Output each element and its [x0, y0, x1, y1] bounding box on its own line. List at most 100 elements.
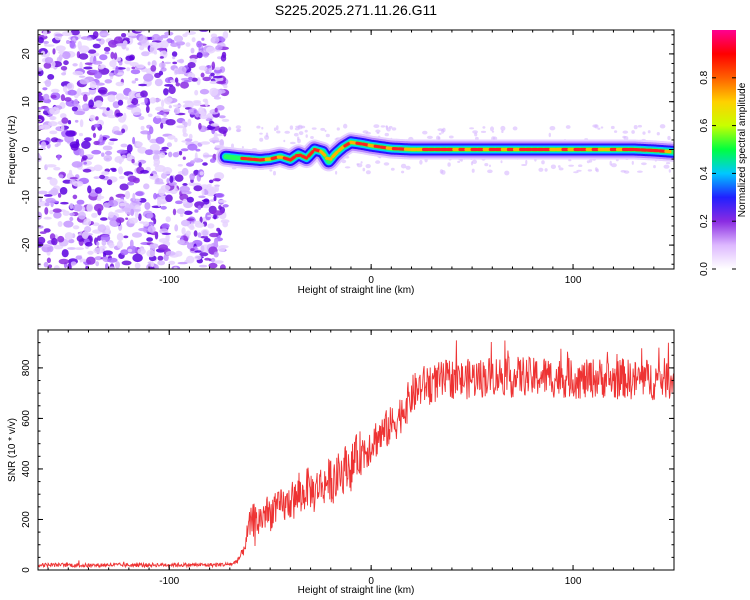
noise-blob: [115, 217, 125, 224]
noise-speck: [289, 141, 296, 145]
noise-blob: [125, 55, 134, 61]
noise-blob: [107, 257, 118, 263]
noise-blob: [138, 227, 148, 232]
noise-blob: [210, 257, 216, 263]
noise-blob: [165, 216, 171, 223]
noise-blob: [187, 62, 196, 69]
noise-speck: [557, 165, 561, 168]
noise-blob: [190, 47, 195, 54]
noise-blob: [72, 225, 80, 230]
noise-blob: [40, 141, 47, 149]
noise-speck: [310, 136, 314, 139]
noise-blob: [115, 193, 126, 198]
noise-speck: [365, 170, 371, 175]
noise-blob: [127, 98, 132, 106]
noise-blob: [105, 150, 112, 156]
noise-speck: [544, 168, 548, 172]
noise-blob: [43, 93, 50, 101]
noise-blob: [78, 211, 86, 220]
noise-blob: [194, 255, 202, 261]
noise-blob: [97, 65, 105, 70]
noise-blob: [205, 46, 216, 54]
noise-blob: [73, 110, 85, 116]
noise-blob: [202, 154, 214, 158]
noise-speck: [653, 165, 656, 169]
noise-blob: [208, 258, 212, 262]
noise-blob: [147, 225, 156, 233]
noise-blob: [177, 239, 186, 245]
noise-speck: [512, 126, 518, 131]
noise-blob: [124, 190, 131, 200]
noise-blob: [99, 174, 106, 180]
ridge-peak: [367, 143, 375, 148]
noise-blob: [76, 199, 85, 205]
noise-speck: [320, 127, 326, 131]
noise-blob: [126, 153, 133, 161]
noise-blob: [57, 192, 62, 198]
noise-blob: [38, 37, 44, 44]
noise-blob: [125, 217, 129, 220]
noise-blob: [117, 99, 124, 106]
noise-blob: [103, 46, 111, 52]
noise-blob: [57, 139, 64, 143]
noise-blob: [215, 45, 223, 51]
noise-blob: [81, 155, 88, 161]
snr-ticks: -100 0 100 0 200 400 600 800: [21, 329, 675, 587]
noise-blob: [202, 51, 209, 58]
noise-blob: [114, 198, 125, 202]
noise-blob: [93, 140, 100, 146]
noise-blob: [202, 230, 209, 237]
noise-blob: [187, 143, 198, 151]
noise-blob: [150, 261, 155, 268]
spectrogram-ytick-label: 0: [21, 146, 32, 152]
noise-blob: [47, 264, 53, 269]
noise-blob: [168, 105, 172, 109]
noise-blob: [38, 92, 43, 97]
noise-blob: [121, 128, 126, 134]
noise-blob: [123, 96, 129, 100]
noise-speck: [558, 167, 564, 171]
noise-blob: [157, 260, 166, 266]
noise-blob: [150, 173, 154, 177]
noise-blob: [44, 79, 52, 87]
noise-speck: [375, 129, 381, 133]
noise-blob: [120, 143, 128, 148]
noise-speck: [641, 162, 647, 166]
noise-blob: [221, 118, 230, 122]
noise-blob: [146, 213, 153, 219]
noise-speck: [273, 127, 277, 131]
noise-blob: [59, 174, 64, 179]
noise-blob: [132, 136, 136, 145]
noise-blob: [72, 71, 84, 76]
noise-blob: [175, 82, 181, 87]
noise-blob: [43, 228, 51, 233]
noise-blob: [159, 56, 164, 59]
snr-ytick-label: 600: [21, 410, 32, 427]
noise-blob: [212, 210, 224, 216]
noise-blob: [99, 134, 103, 143]
noise-speck: [304, 129, 308, 133]
noise-blob: [210, 123, 219, 127]
noise-blob: [106, 107, 110, 111]
noise-speck: [647, 130, 651, 134]
noise-blob: [165, 251, 176, 256]
noise-speck: [469, 127, 474, 130]
noise-blob: [94, 71, 103, 79]
noise-speck: [631, 160, 634, 165]
noise-blob: [89, 69, 99, 73]
noise-blob: [102, 145, 113, 151]
noise-speck: [391, 127, 397, 131]
noise-blob: [156, 111, 166, 115]
noise-blob: [199, 252, 209, 257]
noise-blob: [144, 202, 151, 210]
noise-speck: [489, 164, 491, 168]
noise-blob: [111, 168, 117, 172]
noise-blob: [80, 91, 91, 97]
noise-blob: [62, 85, 68, 93]
noise-blob: [38, 190, 48, 195]
noise-speck: [448, 135, 454, 139]
noise-blob: [209, 140, 220, 143]
noise-blob: [48, 121, 58, 127]
noise-blob: [200, 141, 211, 145]
noise-blob: [162, 108, 171, 112]
